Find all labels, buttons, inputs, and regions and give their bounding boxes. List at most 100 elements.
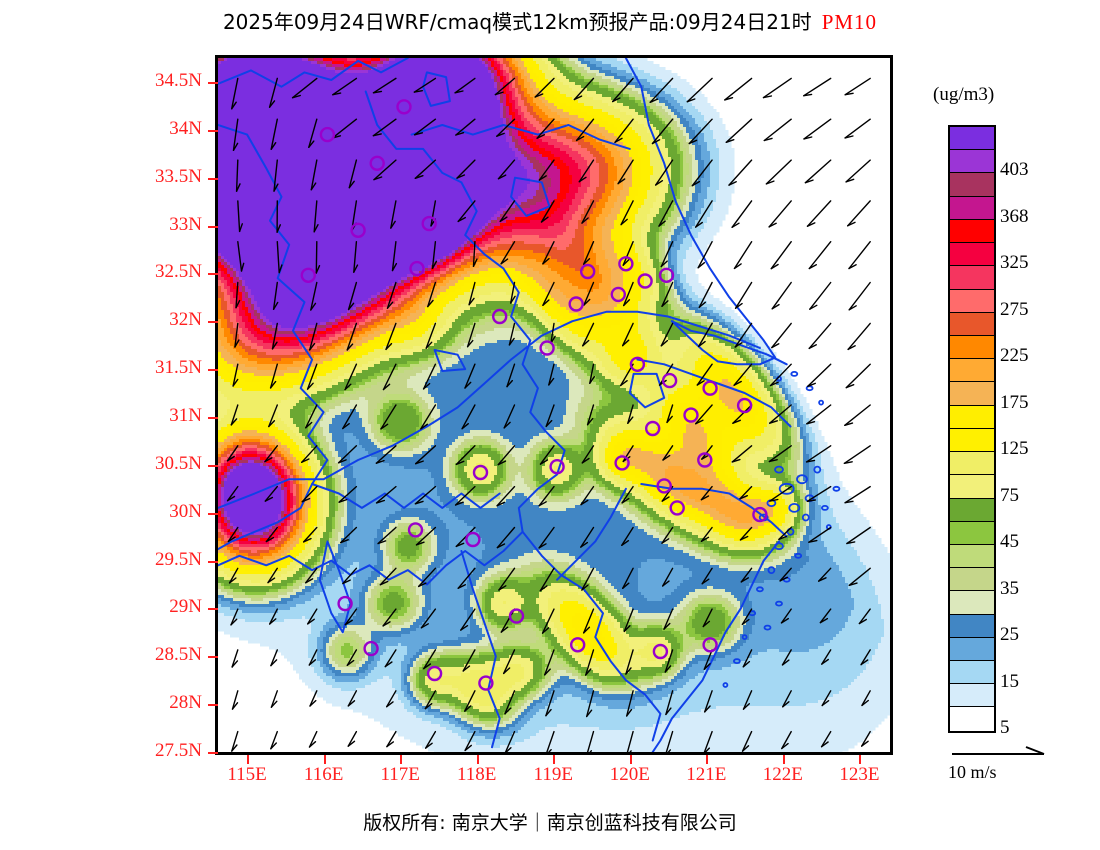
wind-arrow xyxy=(271,691,277,707)
colorbar-tick-label: 275 xyxy=(1000,299,1029,321)
lat-tick-mark xyxy=(208,608,218,610)
lat-tick-label: 32N xyxy=(82,309,202,331)
lon-tick-mark xyxy=(324,755,326,764)
lat-tick-label: 30N xyxy=(82,501,202,523)
wind-arrow xyxy=(772,283,791,309)
wind-arrow xyxy=(736,283,752,309)
wind-arrow xyxy=(735,242,752,269)
colorbar-band xyxy=(950,290,994,313)
lat-tick-mark xyxy=(208,178,218,180)
wind-arrow xyxy=(845,405,870,425)
wind-arrow xyxy=(804,78,831,95)
wind-arrow xyxy=(810,283,831,310)
lat-tick-label: 28.5N xyxy=(82,644,202,666)
island-outline xyxy=(819,401,823,405)
lat-tick-mark xyxy=(208,369,218,371)
lon-tick-label: 123E xyxy=(814,764,904,786)
colorbar-band xyxy=(950,266,994,289)
colorbar-tick-label: 75 xyxy=(1000,485,1019,507)
colorbar-tick-label: 25 xyxy=(1000,624,1019,646)
colorbar-band xyxy=(950,313,994,336)
lat-tick-mark xyxy=(208,417,218,419)
lon-tick-mark xyxy=(783,755,785,764)
lon-tick-mark xyxy=(630,755,632,764)
lat-tick-mark xyxy=(208,752,218,754)
colorbar-band xyxy=(950,452,994,475)
wind-arrow xyxy=(845,119,870,138)
wind-scale-label: 10 m/s xyxy=(948,762,997,783)
lon-tick-mark xyxy=(706,755,708,764)
colorbar-tick-label: 225 xyxy=(1000,345,1029,367)
lon-tick-mark xyxy=(400,755,402,764)
wind-arrow xyxy=(808,364,831,386)
colorbar-band xyxy=(950,545,994,568)
lat-tick-label: 27.5N xyxy=(82,740,202,762)
wind-arrow xyxy=(848,323,870,349)
lat-tick-label: 33.5N xyxy=(82,166,202,188)
wind-arrow xyxy=(232,650,238,667)
wind-arrow xyxy=(809,242,830,269)
colorbar-band xyxy=(950,127,994,150)
wind-arrow xyxy=(232,732,238,752)
lat-tick-label: 34.5N xyxy=(82,70,202,92)
lat-tick-mark xyxy=(208,82,218,84)
lat-tick-mark xyxy=(208,656,218,658)
lon-tick-mark xyxy=(247,755,249,764)
wind-arrow xyxy=(808,201,831,226)
colorbar-band xyxy=(950,429,994,452)
copyright-notice: 版权所有: 南京大学｜南京创蓝科技有限公司 xyxy=(0,808,1100,835)
wind-arrow xyxy=(310,691,317,706)
colorbar-band xyxy=(950,382,994,405)
colorbar-band xyxy=(950,661,994,684)
title-main-text: 2025年09月24日WRF/cmaq模式12km预报产品:09月24日21时 xyxy=(223,10,812,34)
wind-arrow xyxy=(271,650,277,666)
lat-tick-label: 30.5N xyxy=(82,453,202,475)
lat-tick-mark xyxy=(208,273,218,275)
forecast-map-plot[interactable] xyxy=(215,55,893,755)
wind-arrow xyxy=(766,160,791,184)
lat-tick-mark xyxy=(208,321,218,323)
colorbar-band xyxy=(950,150,994,173)
colorbar-unit-label: (ug/m3) xyxy=(933,84,1063,106)
map-canvas[interactable] xyxy=(218,58,890,752)
wind-arrow xyxy=(271,732,278,749)
lon-tick-mark xyxy=(477,755,479,764)
island-outline xyxy=(791,372,797,376)
colorbar-band xyxy=(950,197,994,220)
lat-tick-label: 31N xyxy=(82,405,202,427)
lat-tick-mark xyxy=(208,704,218,706)
wind-arrow xyxy=(310,732,317,747)
colorbar-tick-label: 125 xyxy=(1000,438,1029,460)
colorbar-band xyxy=(950,568,994,591)
wind-arrow xyxy=(769,201,791,227)
lat-tick-mark xyxy=(208,226,218,228)
colorbar[interactable] xyxy=(948,125,996,733)
wind-arrow xyxy=(764,119,791,140)
colorbar-band xyxy=(950,638,994,661)
colorbar-band xyxy=(950,406,994,429)
wind-arrow xyxy=(764,78,792,97)
wind-arrow xyxy=(725,78,752,100)
wind-arrow xyxy=(844,446,870,464)
colorbar-tick-label: 45 xyxy=(1000,531,1019,553)
colorbar-band xyxy=(950,359,994,382)
wind-arrow xyxy=(846,364,870,387)
wind-arrow xyxy=(772,323,791,347)
colorbar-band xyxy=(950,522,994,545)
colorbar-band xyxy=(950,243,994,266)
colorbar-band xyxy=(950,615,994,638)
wind-arrow xyxy=(809,323,831,348)
colorbar-band xyxy=(950,336,994,359)
lat-tick-label: 32.5N xyxy=(82,261,202,283)
page-title: 2025年09月24日WRF/cmaq模式12km预报产品:09月24日21时 P… xyxy=(0,6,1100,35)
colorbar-tick-label: 368 xyxy=(1000,206,1029,228)
lat-tick-mark xyxy=(208,561,218,563)
wind-arrow xyxy=(732,201,752,227)
colorbar-band xyxy=(950,684,994,707)
colorbar-tick-label: 5 xyxy=(1000,717,1010,739)
wind-arrow xyxy=(348,732,356,747)
colorbar-tick-label: 15 xyxy=(1000,671,1019,693)
wind-arrow xyxy=(849,283,870,310)
wind-arrow xyxy=(726,119,751,142)
colorbar-tick-label: 325 xyxy=(1000,252,1029,274)
